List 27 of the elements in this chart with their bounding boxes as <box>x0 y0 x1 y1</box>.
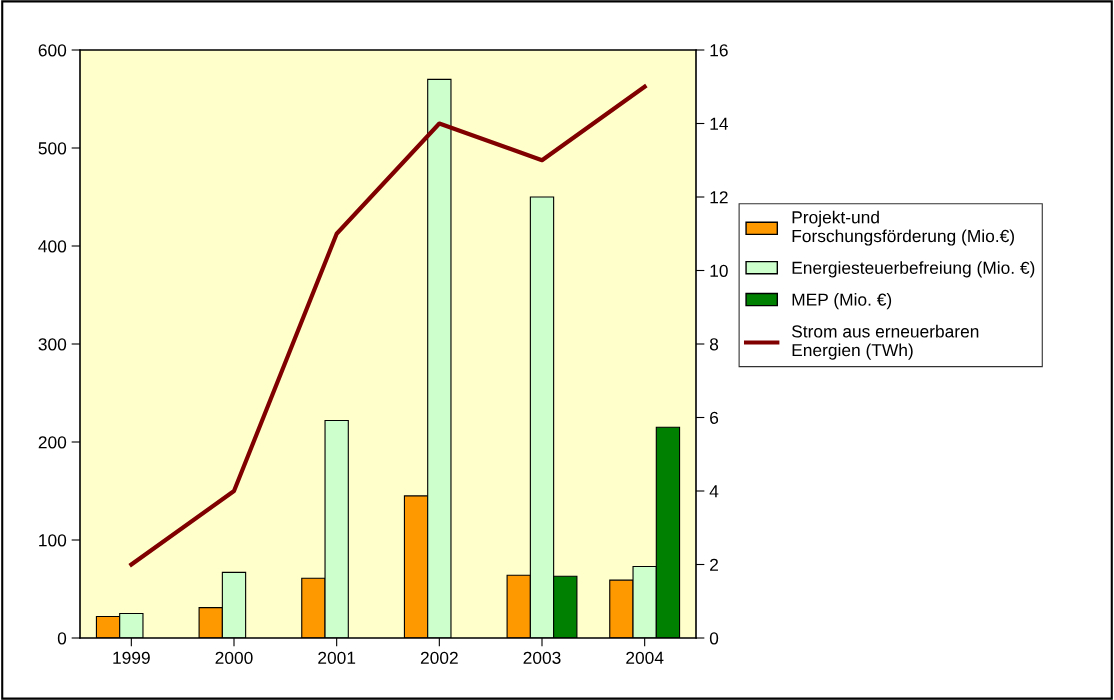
y2-tick-label: 0 <box>709 632 719 645</box>
legend-label: Energiesteuerbefreiung (Mio. €) <box>792 261 1035 278</box>
y2-tick-label: 6 <box>710 411 719 424</box>
y2-tick-label: 8 <box>709 338 719 351</box>
legend-label: MEP (Mio. €) <box>792 293 892 310</box>
line-series <box>129 84 647 567</box>
legend-label: Strom aus erneuerbaren Energien (TWh) <box>791 324 979 360</box>
y-tick-label: 0 <box>57 632 67 645</box>
y2-tick-label: 10 <box>710 264 728 277</box>
x-tick-label: 2001 <box>318 651 356 664</box>
y2-tick-label: 16 <box>710 44 728 57</box>
x-tick-label: 2003 <box>523 651 561 664</box>
y2-tick-label: 2 <box>710 558 718 571</box>
y2-tick-label: 4 <box>709 485 719 498</box>
x-tick-label: 2004 <box>626 651 664 664</box>
y2-tick-label: 12 <box>710 191 728 204</box>
legend-label: Projekt-und Forschungsförderung (Mio.€) <box>792 210 1014 246</box>
y-tick-label: 100 <box>39 534 67 547</box>
y-tick-label: 500 <box>38 142 67 155</box>
x-tick-label: 1999 <box>113 651 150 664</box>
x-tick-label: 2002 <box>420 651 458 664</box>
y2-tick-label: 14 <box>710 117 728 130</box>
x-tick-label: 2000 <box>215 651 253 664</box>
y-tick-label: 200 <box>38 436 67 449</box>
y-tick-label: 400 <box>38 240 67 253</box>
y-tick-label: 600 <box>38 44 67 57</box>
y-tick-label: 300 <box>38 338 67 351</box>
